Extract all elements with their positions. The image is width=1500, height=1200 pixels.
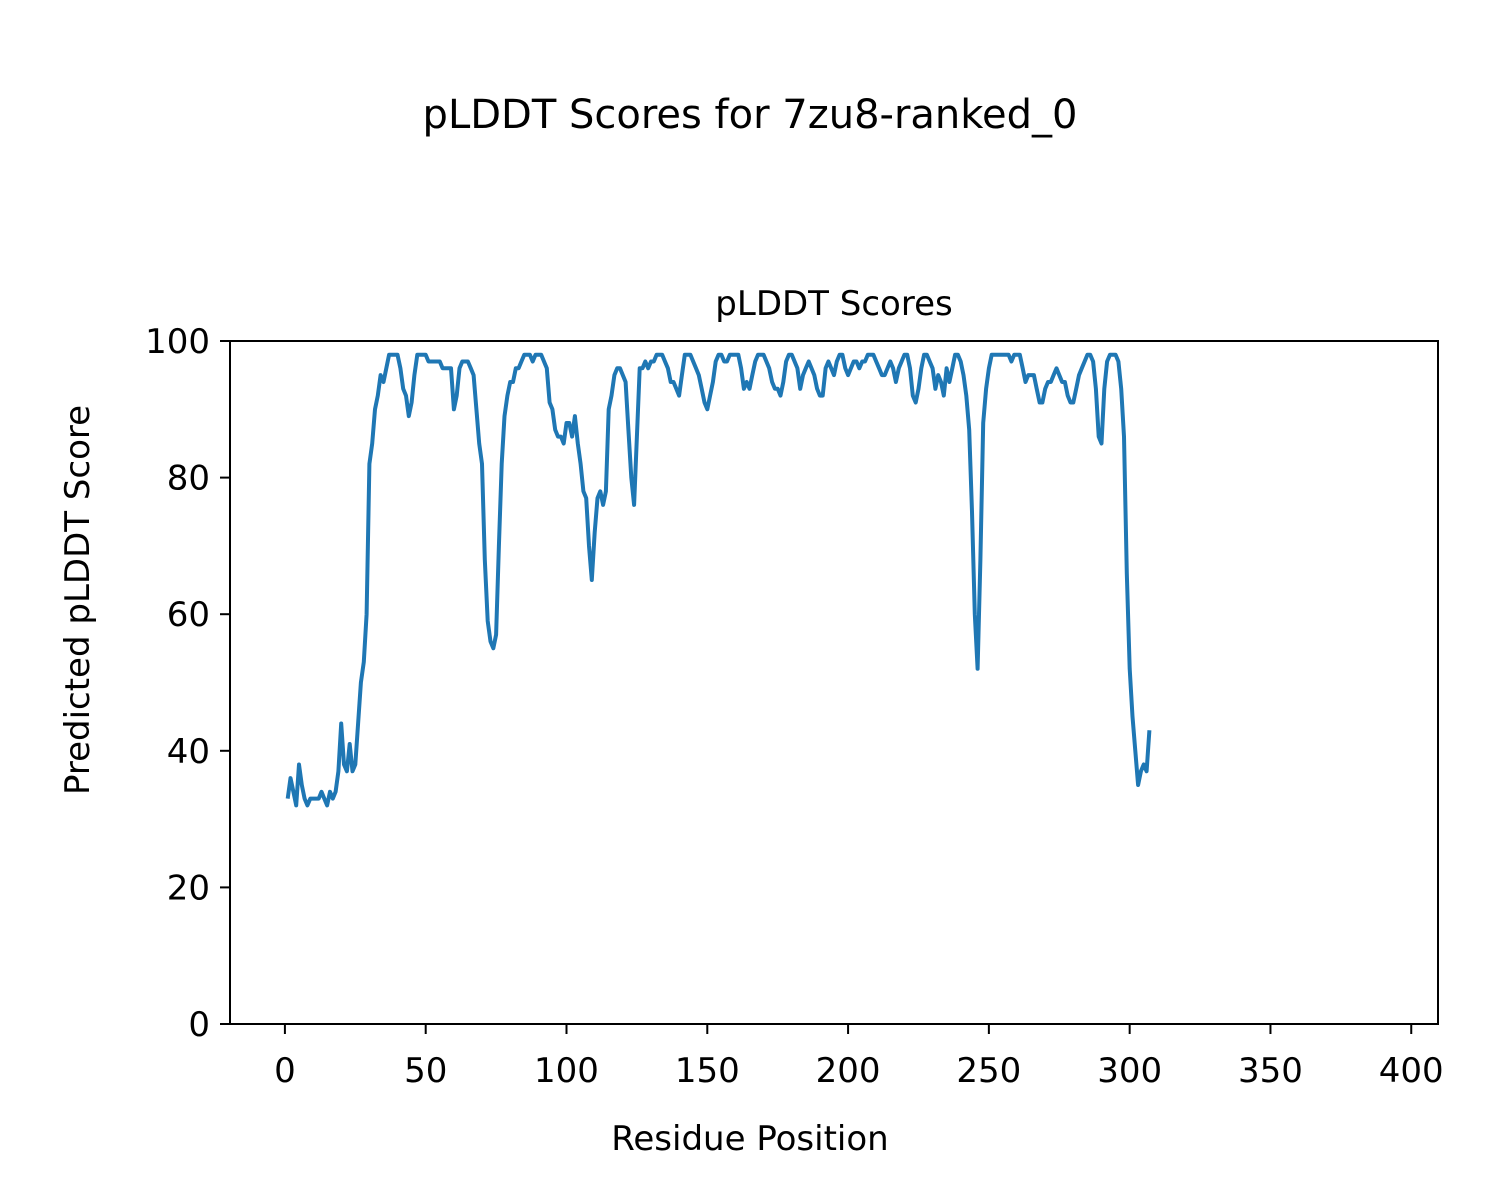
x-tick-label: 0	[274, 1051, 296, 1091]
x-tick-label: 400	[1379, 1051, 1444, 1091]
y-tick-label: 100	[145, 322, 210, 362]
x-tick-label: 200	[816, 1051, 881, 1091]
y-tick-label: 0	[188, 1005, 210, 1045]
y-axis: 0 20 40 60 80 100	[145, 322, 230, 1045]
y-axis-label: Predicted pLDDT Score	[58, 405, 98, 795]
y-tick-label: 20	[167, 868, 210, 908]
x-axis: 0 50 100 150 200 250 300 350 400	[274, 1024, 1444, 1091]
x-tick-label: 150	[675, 1051, 740, 1091]
x-axis-label: Residue Position	[611, 1119, 888, 1159]
y-tick-label: 80	[167, 459, 210, 499]
figure-suptitle: pLDDT Scores for 7zu8-ranked_0	[422, 92, 1078, 138]
axes-frame	[229, 340, 1439, 1025]
x-tick-label: 350	[1238, 1051, 1303, 1091]
plot-area	[285, 352, 1152, 808]
axes-title: pLDDT Scores	[715, 284, 952, 324]
x-tick-label: 100	[534, 1051, 599, 1091]
series-line-plddt	[285, 352, 1152, 808]
x-tick-label: 300	[1097, 1051, 1162, 1091]
x-tick-label: 50	[404, 1051, 447, 1091]
y-tick-label: 40	[167, 732, 210, 772]
y-tick-label: 60	[167, 595, 210, 635]
x-tick-label: 250	[956, 1051, 1021, 1091]
